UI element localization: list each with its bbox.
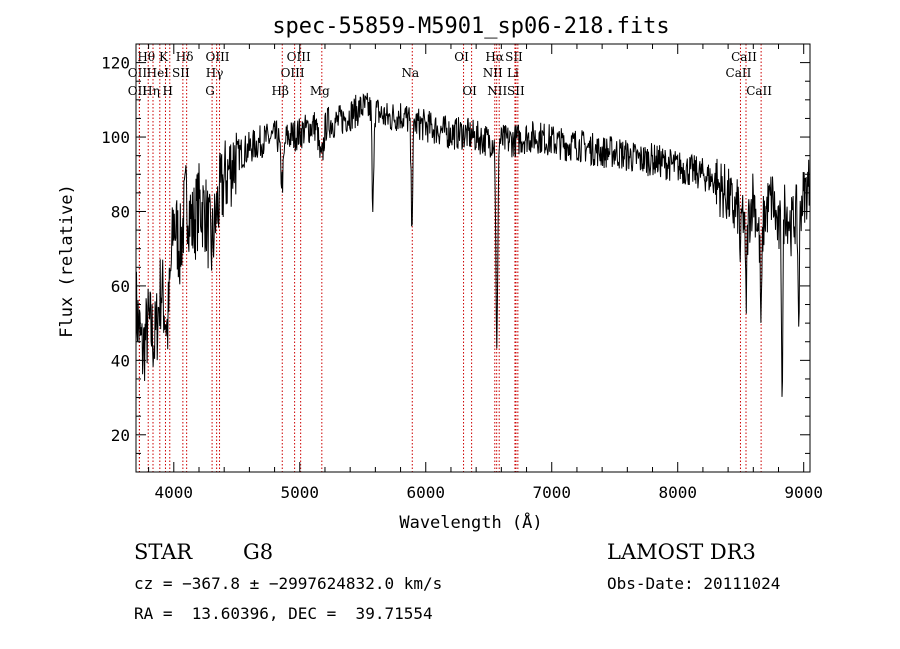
x-tick-label: 6000 xyxy=(406,483,445,502)
axes: 4000 5000 6000 7000 8000 9000 20 40 60 80 100 120 xyxy=(101,43,823,502)
x-tick-label: 4000 xyxy=(155,483,194,502)
line-marker-label: OI xyxy=(454,50,469,64)
object-class-label: STAR xyxy=(134,540,193,564)
line-marker-label: Mg xyxy=(310,84,330,98)
x-tick-label: 7000 xyxy=(532,483,571,502)
line-marker-label: Hδ xyxy=(176,50,194,64)
line-marker-label: G xyxy=(205,84,215,98)
line-marker-label: OI xyxy=(462,84,477,98)
chart-title: spec-55859-M5901_sp06-218.fits xyxy=(272,14,669,39)
y-axis-label: Flux (relative) xyxy=(57,184,77,338)
line-marker-label: Li xyxy=(507,66,519,80)
subclass-label: G8 xyxy=(243,540,274,564)
line-marker-label: HeI xyxy=(147,66,170,80)
y-tick-label: 40 xyxy=(111,351,130,370)
line-marker-label: OII xyxy=(128,84,148,98)
line-marker-label: CaII xyxy=(731,50,757,64)
line-marker-label: NII xyxy=(487,84,507,98)
line-marker-label: OIII xyxy=(287,50,311,64)
y-tick-label: 60 xyxy=(111,277,130,296)
line-markers: Hθ OII OII K HeI Hη Hδ SII H OIII Hγ G OIII OIII Hβ Mg N… xyxy=(128,44,772,472)
line-marker-label: K xyxy=(159,50,169,64)
line-marker-label: SII xyxy=(172,66,190,80)
spectrum-line xyxy=(135,92,811,397)
spectrum-series xyxy=(135,92,811,397)
line-marker-label: SII xyxy=(505,50,523,64)
line-marker-label: CaII xyxy=(746,84,772,98)
line-marker-label: CaII xyxy=(726,66,752,80)
line-marker-label: Hβ xyxy=(272,84,289,98)
line-marker-label: NII xyxy=(483,66,503,80)
line-marker-label: OIII xyxy=(205,50,229,64)
line-marker-label: Hγ xyxy=(206,66,224,80)
x-tick-label: 9000 xyxy=(784,483,823,502)
x-axis-label: Wavelength (Å) xyxy=(399,511,542,533)
survey-label: LAMOST DR3 xyxy=(607,540,756,564)
line-marker-label: Hθ xyxy=(137,50,155,64)
x-tick-label: 8000 xyxy=(658,483,697,502)
redshift-velocity: cz = −367.8 ± −2997624832.0 km/s xyxy=(134,574,443,593)
coordinates: RA = 13.60396, DEC = 39.71554 xyxy=(134,604,433,623)
line-marker-label: OII xyxy=(128,66,148,80)
line-marker-label: OIII xyxy=(281,66,305,80)
line-marker-label: Hα xyxy=(485,50,504,64)
y-tick-label: 100 xyxy=(101,128,130,147)
x-tick-label: 5000 xyxy=(281,483,320,502)
line-marker-label: SII xyxy=(507,84,525,98)
line-marker-label: Hη xyxy=(142,84,160,98)
observation-date: Obs-Date: 20111024 xyxy=(607,574,781,593)
y-tick-label: 20 xyxy=(111,426,130,445)
line-marker-label: Na xyxy=(401,66,419,80)
line-marker-label: H xyxy=(163,84,173,98)
y-tick-label: 80 xyxy=(111,202,130,221)
y-tick-label: 120 xyxy=(101,54,130,73)
plot-frame xyxy=(135,43,811,473)
